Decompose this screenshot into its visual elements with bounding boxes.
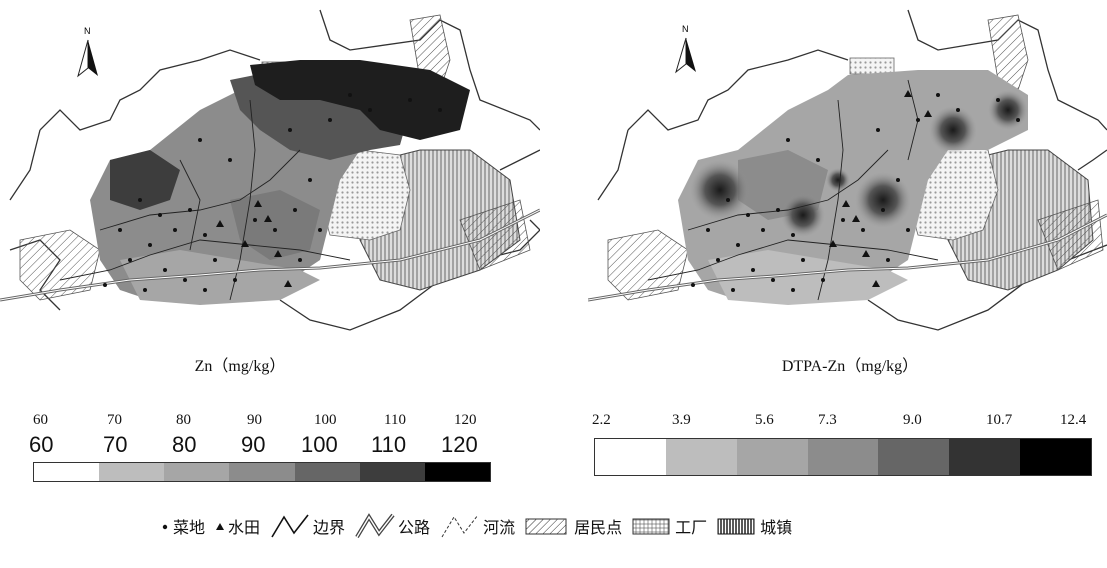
zn-tick-large: 60 bbox=[29, 432, 54, 457]
dtpa-zn-tick: 3.9 bbox=[672, 412, 691, 428]
legend-label: 工厂 bbox=[675, 520, 708, 537]
legend-item-river: 河流 bbox=[440, 513, 515, 539]
zn-scale-bin bbox=[229, 463, 295, 481]
zn-scale-bin bbox=[164, 463, 230, 481]
zn-tick-large: 90 bbox=[241, 432, 266, 457]
legend-label: 居民点 bbox=[574, 520, 623, 537]
north-label: N bbox=[84, 26, 91, 36]
legend-label: 边界 bbox=[313, 520, 346, 537]
triangle-icon bbox=[216, 523, 225, 530]
dtpa-zn-color-scale: 2.2 3.9 5.6 7.3 9.0 10.7 12.4 bbox=[592, 412, 1102, 492]
dtpa-zn-scale-bin bbox=[595, 439, 666, 475]
dtpa-zn-tick: 12.4 bbox=[1060, 412, 1087, 428]
residential-area-e bbox=[459, 199, 531, 271]
north-label: N bbox=[682, 24, 689, 34]
legend-item-paddy-field: 水田 bbox=[215, 514, 260, 538]
north-arrow-icon: N bbox=[675, 24, 696, 74]
legend-label: 城镇 bbox=[760, 520, 793, 537]
zn-scale-bin bbox=[359, 463, 425, 481]
zn-tick: 60 bbox=[33, 412, 48, 428]
dtpa-zn-scale-bin bbox=[878, 439, 950, 475]
dtpa-zn-map-canvas: N bbox=[588, 9, 1107, 331]
zn-tick: 100 bbox=[314, 412, 337, 428]
zn-tick-large: 110 bbox=[371, 432, 407, 457]
zn-scale-bin bbox=[424, 463, 490, 481]
legend-label: 菜地 bbox=[173, 520, 206, 537]
legend-item-factory: 工厂 bbox=[632, 514, 707, 538]
symbol-legend: 菜地 水田 边界 公路 河流 居民点 工厂 bbox=[160, 508, 802, 544]
zn-scale-bin bbox=[34, 463, 100, 481]
legend-item-vegetable-field: 菜地 bbox=[160, 514, 205, 538]
dtpa-zn-tick: 9.0 bbox=[903, 412, 922, 428]
north-arrow-icon: N bbox=[77, 26, 98, 78]
zn-tick: 120 bbox=[454, 412, 477, 428]
zn-map-canvas: N bbox=[0, 9, 540, 331]
dtpa-zn-tick: 2.2 bbox=[592, 412, 611, 428]
zn-tick: 70 bbox=[107, 412, 122, 428]
sample-points bbox=[103, 93, 442, 292]
legend-item-boundary: 边界 bbox=[270, 513, 345, 539]
legend-label: 公路 bbox=[398, 520, 431, 537]
dtpa-zn-map: N bbox=[588, 0, 1107, 340]
dtpa-zn-scale-bin bbox=[807, 439, 879, 475]
zn-tick: 110 bbox=[384, 412, 406, 428]
dtpa-zn-scale-bar bbox=[594, 438, 1092, 476]
factory-area-north bbox=[849, 57, 895, 75]
road-line-icon bbox=[355, 513, 395, 539]
dtpa-zn-scale-bin bbox=[736, 439, 808, 475]
zn-map: N bbox=[0, 0, 540, 340]
zn-scale-ticks-large: 60 70 80 90 100 110 120 bbox=[29, 432, 493, 458]
residential-area-sw bbox=[607, 229, 689, 301]
zn-color-scale: 60 70 80 90 100 110 120 60 70 80 90 100 … bbox=[29, 412, 493, 492]
legend-label: 河流 bbox=[483, 520, 516, 537]
legend-item-residential: 居民点 bbox=[525, 514, 622, 538]
zn-tick: 90 bbox=[247, 412, 262, 428]
zn-tick: 80 bbox=[176, 412, 191, 428]
zn-surface bbox=[90, 60, 470, 305]
grid-swatch-icon bbox=[632, 518, 670, 535]
residential-area-sw bbox=[19, 229, 101, 301]
boundary-line-icon bbox=[271, 514, 309, 538]
dtpa-zn-tick: 7.3 bbox=[818, 412, 837, 428]
zn-tick-large: 100 bbox=[301, 432, 338, 457]
zn-scale-bar bbox=[33, 462, 491, 482]
residential-area bbox=[987, 14, 1029, 91]
dtpa-zn-surface bbox=[678, 70, 1028, 305]
sample-points bbox=[691, 90, 1020, 292]
zn-tick-large: 80 bbox=[172, 432, 197, 457]
zn-tick-large: 70 bbox=[103, 432, 128, 457]
vlines-swatch-icon bbox=[717, 518, 755, 535]
zn-scale-bin bbox=[99, 463, 165, 481]
dot-icon bbox=[162, 524, 168, 530]
dtpa-zn-scale-bin bbox=[1020, 439, 1091, 475]
legend-item-town: 城镇 bbox=[717, 514, 792, 538]
legend-label: 水田 bbox=[228, 520, 261, 537]
zn-scale-ticks: 60 70 80 90 100 110 120 bbox=[33, 412, 493, 432]
zn-scale-bin bbox=[294, 463, 360, 481]
dtpa-zn-scale-bin bbox=[949, 439, 1021, 475]
dtpa-zn-map-caption: DTPA-Zn（mg/kg） bbox=[781, 358, 919, 375]
dtpa-zn-tick: 10.7 bbox=[986, 412, 1013, 428]
dtpa-zn-scale-bin bbox=[665, 439, 737, 475]
legend-item-road: 公路 bbox=[355, 513, 430, 539]
zn-map-caption: Zn（mg/kg） bbox=[194, 358, 286, 375]
hatch-swatch-icon bbox=[525, 518, 567, 535]
dtpa-zn-scale-ticks: 2.2 3.9 5.6 7.3 9.0 10.7 12.4 bbox=[592, 412, 1102, 432]
dtpa-zn-tick: 5.6 bbox=[755, 412, 774, 428]
zn-tick-large: 120 bbox=[441, 432, 478, 457]
river-line-icon bbox=[441, 514, 479, 538]
